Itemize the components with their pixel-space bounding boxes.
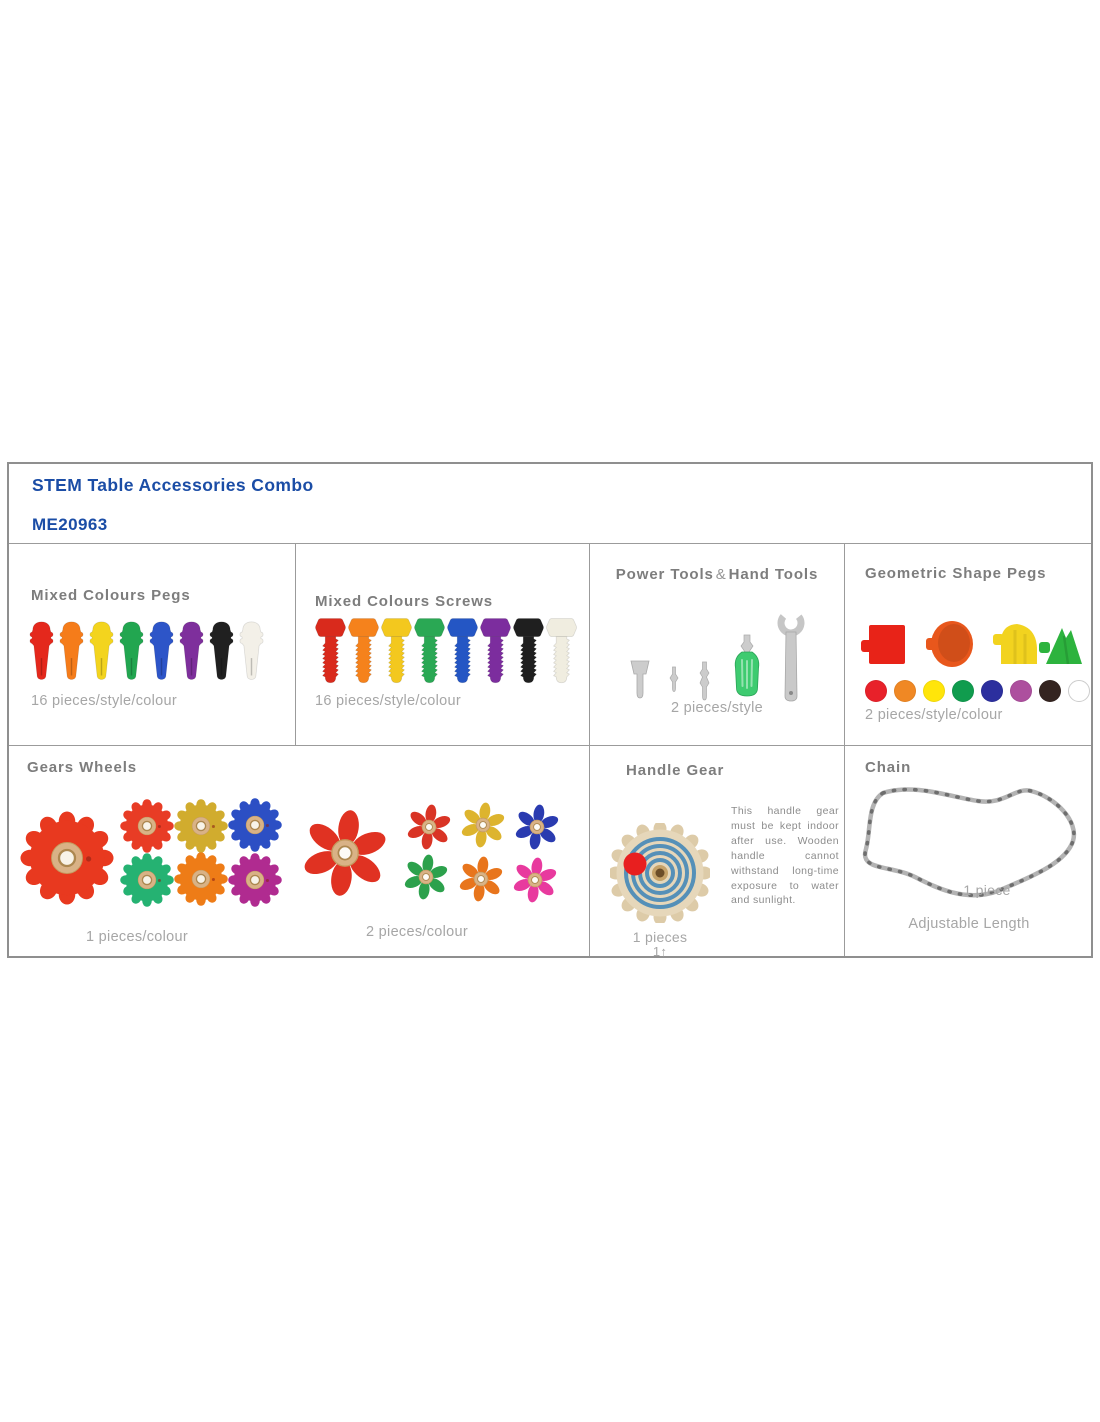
tools-heading: Power Tools & Hand Tools — [590, 566, 844, 583]
screws-caption: 16 pieces/style/colour — [315, 693, 462, 709]
chain-caption-length: Adjustable Length — [908, 916, 1030, 932]
colour-dot — [952, 680, 974, 702]
drill-bit-small-icon — [669, 666, 679, 692]
gear-icon — [228, 853, 282, 907]
drill-bit-large-icon — [699, 661, 710, 701]
quarter-circle-peg-icon — [993, 624, 1037, 664]
chain-caption: 1 piece — [963, 882, 1011, 898]
handle-caption-qty: 1↑ — [652, 944, 668, 959]
pegs-heading: Mixed Colours Pegs — [31, 587, 191, 604]
gear-icon — [120, 853, 174, 907]
gear-icon — [174, 799, 228, 853]
screw-icon — [381, 616, 412, 692]
peg-icon — [117, 620, 146, 686]
peg-icon — [177, 620, 206, 686]
pegs-image — [27, 620, 266, 686]
flower-gear-icon — [404, 854, 448, 900]
flower-gear-icon — [459, 856, 503, 902]
handle-heading: Handle Gear — [626, 762, 725, 779]
page-title: STEM Table Accessories Combo — [32, 475, 314, 495]
colour-dots — [865, 680, 1097, 702]
gear-icon — [174, 852, 228, 906]
cell-mixed-colours-pegs: Mixed Colours Pegs 16 pieces/style/colou… — [9, 543, 295, 745]
model-number: ME20963 — [32, 515, 108, 534]
gears-caption-right: 2 pieces/colour — [365, 924, 469, 940]
colour-dot — [1039, 680, 1061, 702]
square-peg-icon — [861, 625, 905, 664]
flower-gear-icon — [304, 810, 386, 896]
chain-heading: Chain — [865, 759, 912, 776]
screw-icon — [546, 616, 577, 692]
screws-image — [315, 616, 577, 692]
screw-icon — [315, 616, 346, 692]
colour-dot — [894, 680, 916, 702]
screw-icon — [447, 616, 478, 692]
pegs-caption: 16 pieces/style/colour — [31, 693, 178, 709]
peg-icon — [57, 620, 86, 686]
gear-icon — [228, 798, 282, 852]
geo-heading: Geometric Shape Pegs — [865, 565, 1047, 582]
colour-dot — [1010, 680, 1032, 702]
screws-heading: Mixed Colours Screws — [315, 593, 494, 610]
screw-icon — [480, 616, 511, 692]
gear-icon — [20, 811, 114, 905]
cell-power-hand-tools: Power Tools & Hand Tools 2 pieces/style — [589, 543, 844, 745]
handle-gear-image — [610, 823, 710, 923]
flower-gear-icon — [513, 857, 557, 903]
cell-handle-gear: Handle Gear This handle gear must be kep… — [589, 745, 844, 959]
gears-heading: Gears Wheels — [27, 759, 138, 776]
product-sheet: STEM Table Accessories Combo ME20963 Mix… — [7, 462, 1093, 959]
geo-caption: 2 pieces/style/colour — [865, 707, 1003, 723]
screwdriver-icon — [734, 634, 760, 697]
flower-gear-icon — [515, 804, 559, 850]
flower-gear-icon — [407, 804, 451, 850]
triangle-peg-icon — [1039, 628, 1082, 665]
wrench-icon — [777, 609, 805, 702]
socket-tool-icon — [630, 660, 650, 699]
peg-icon — [87, 620, 116, 686]
cell-gears-wheels: Gears Wheels 1 pieces/colour 2 pieces/co… — [9, 745, 589, 956]
colour-dot — [923, 680, 945, 702]
screw-icon — [348, 616, 379, 692]
colour-dot — [1068, 680, 1090, 702]
peg-icon — [237, 620, 266, 686]
peg-icon — [147, 620, 176, 686]
gear-icon — [120, 799, 174, 853]
screw-icon — [513, 616, 544, 692]
colour-dot — [865, 680, 887, 702]
peg-icon — [207, 620, 236, 686]
chain-image — [862, 787, 1077, 898]
tools-heading-power: Power Tools — [615, 566, 714, 583]
cell-chain: Chain 1 piece Adjustable Length — [844, 745, 1091, 956]
handle-note: This handle gear must be kept indoor aft… — [731, 805, 839, 907]
peg-icon — [27, 620, 56, 686]
tools-caption: 2 pieces/style — [670, 700, 764, 716]
tools-heading-hand: Hand Tools — [728, 566, 819, 583]
circle-peg-icon — [926, 621, 973, 667]
screw-icon — [414, 616, 445, 692]
colour-dot — [981, 680, 1003, 702]
cell-mixed-colours-screws: Mixed Colours Screws 16 pieces/style/col… — [295, 543, 589, 745]
flower-gear-icon — [461, 802, 505, 848]
tools-heading-amp: & — [715, 566, 727, 583]
handle-caption: 1 pieces — [632, 929, 688, 945]
sheet-header: STEM Table Accessories Combo ME20963 — [9, 464, 1091, 543]
cell-geometric-shape-pegs: Geometric Shape Pegs 2 pieces/style/colo… — [844, 543, 1091, 745]
gears-caption-left: 1 pieces/colour — [85, 929, 189, 945]
